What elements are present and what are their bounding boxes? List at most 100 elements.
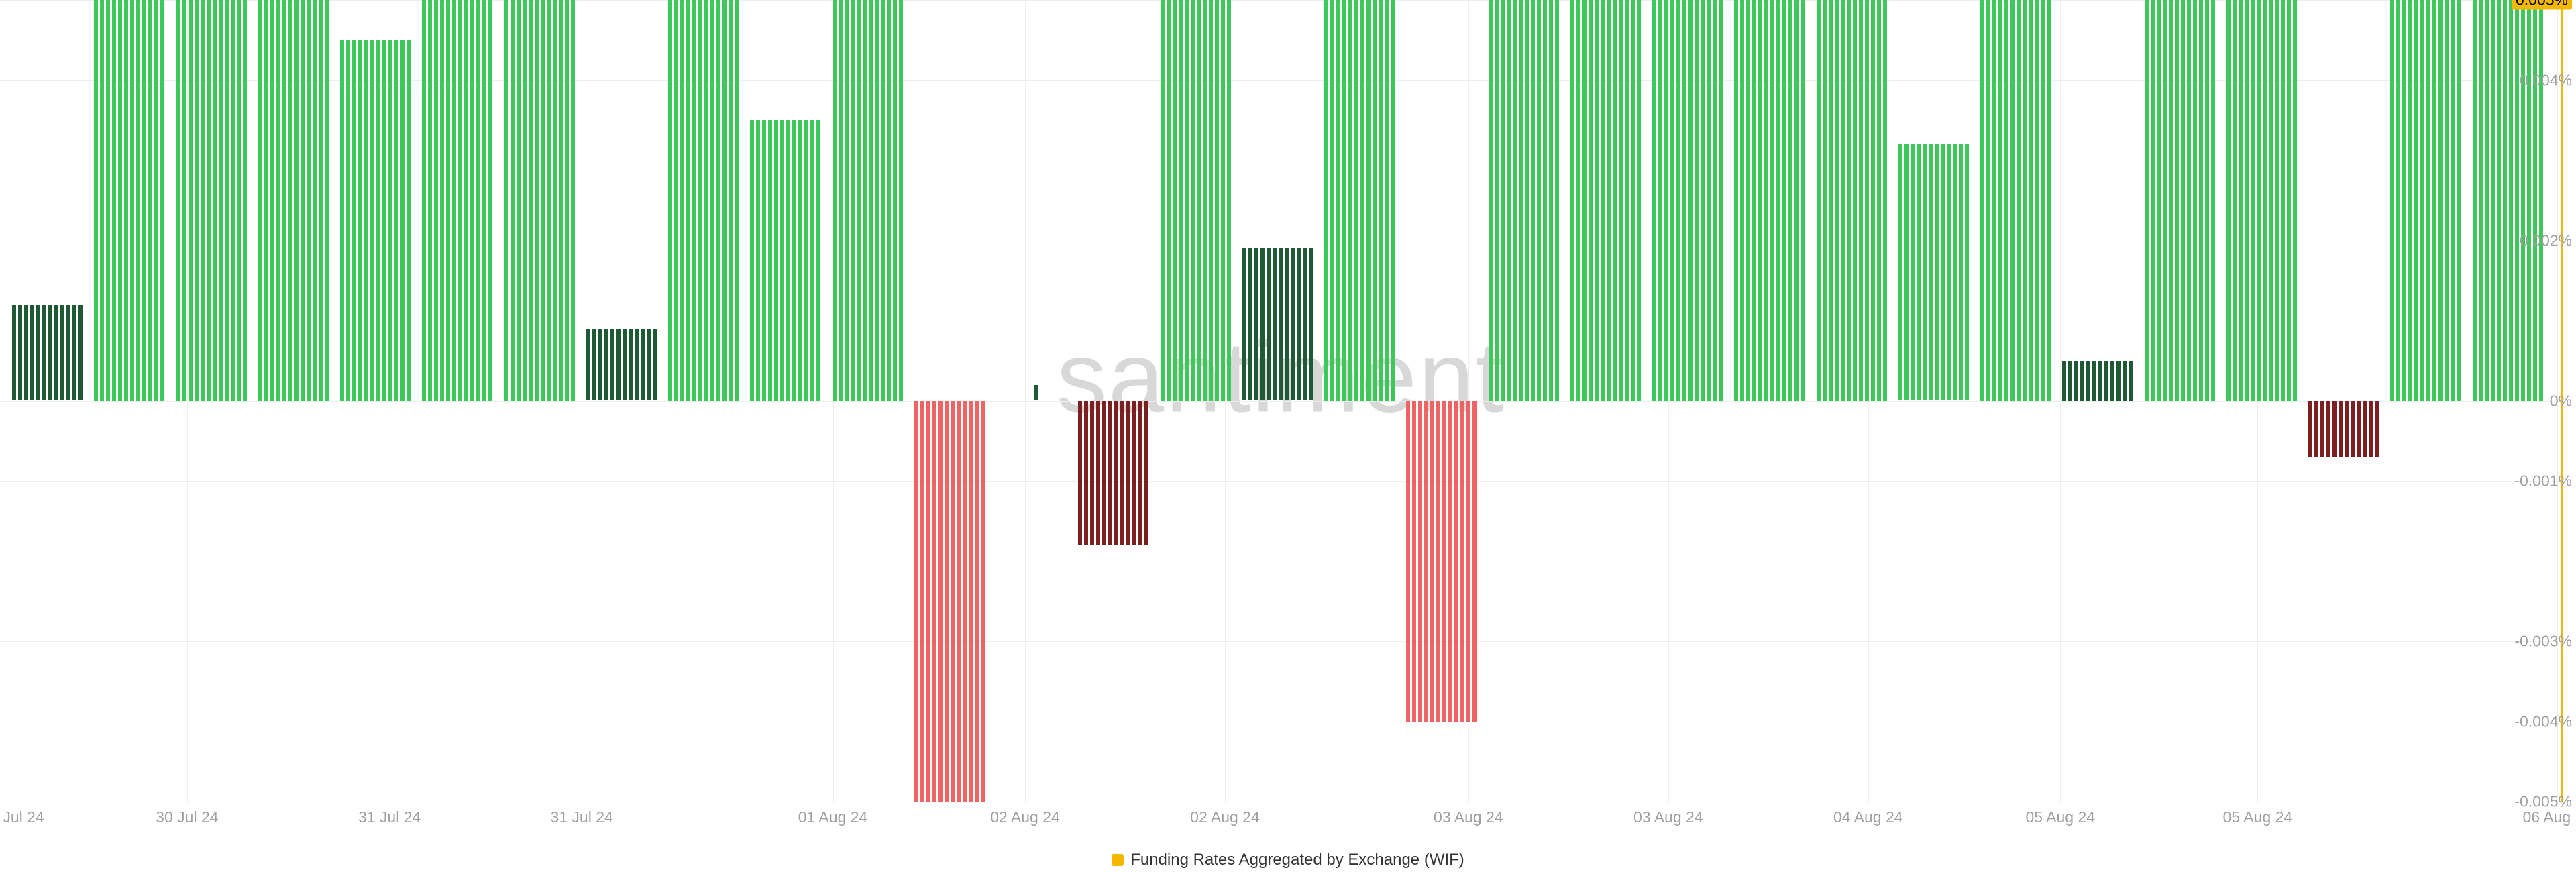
bar [195,0,199,401]
x-axis-label: 03 Aug 24 [1633,808,1703,826]
bar [1764,0,1768,401]
bar [2226,0,2231,401]
bar [1740,0,1744,401]
bar [476,0,480,401]
bar [154,0,158,401]
bar [2287,0,2291,401]
legend-item: Funding Rates Aggregated by Exchange (WI… [1112,851,1464,869]
x-axis-label: 05 Aug 24 [2223,808,2293,826]
bar [704,0,708,401]
bar [130,0,134,401]
bar [1637,0,1641,401]
bar [1992,0,1996,401]
bar [1501,0,1505,401]
bar [2092,361,2096,401]
bar [2169,0,2173,401]
bar [2375,401,2379,457]
bar [2451,0,2455,401]
bar [1342,0,1346,401]
bar [288,0,292,401]
bar [804,120,808,400]
bar [1248,248,1252,400]
bar [623,329,627,401]
bar [2351,401,2355,457]
bar [2457,0,2461,401]
bar [2390,0,2394,401]
bar [2129,361,2133,401]
bar [1273,248,1277,400]
bar [1126,401,1130,545]
bar [1279,248,1283,400]
bar [1489,0,1493,401]
bar [352,40,356,401]
bar [72,305,76,400]
bar [1185,0,1189,401]
bar [1507,0,1511,401]
bar [2408,0,2412,401]
bar [1883,0,1887,401]
bar [1752,0,1756,401]
bar [1096,401,1100,545]
bar [798,120,802,400]
bar [2420,0,2424,401]
bar [523,0,527,401]
bar [1336,0,1340,401]
bar [1373,0,1377,401]
bar [422,0,426,401]
bar [975,401,979,802]
bar [1161,0,1165,401]
bar [945,401,949,802]
bar [1138,401,1142,545]
bar [1379,0,1383,401]
bar [313,0,317,401]
bar [237,0,241,401]
y-axis-label: 0.002% [2520,231,2572,250]
bar [54,305,58,400]
bar [914,401,918,802]
bar [504,0,508,401]
bar [2332,401,2337,457]
bar [963,401,967,802]
bar [488,0,492,401]
bar [2199,0,2203,401]
bar [1430,401,1434,722]
bar [100,0,104,401]
y-axis-label: -0.003% [2514,633,2572,651]
bar [1209,0,1213,401]
bar [160,0,164,401]
bar [547,0,551,401]
bar [774,120,778,400]
bar [1701,0,1705,401]
bar [2205,0,2209,401]
bar [1898,144,1902,400]
bar [2157,0,2161,401]
bar [1713,0,1717,401]
bar [2326,401,2330,457]
bar [2473,0,2477,401]
bar [616,329,621,401]
bar [1601,0,1605,401]
bar [2086,361,2090,401]
bar [142,0,146,401]
bar [1998,0,2002,401]
bar [981,401,985,802]
bar [1348,0,1352,401]
bar [710,0,714,401]
bar [370,40,374,401]
bar [951,401,955,802]
bar [1442,401,1446,722]
x-axis-label: 02 Aug 24 [1190,808,1260,826]
bar [78,305,83,400]
bar [340,40,344,401]
bar [1531,0,1535,401]
bar [1986,0,1990,401]
bar [1670,0,1674,401]
bar [1707,0,1711,401]
bar [2281,0,2285,401]
bar [839,0,843,401]
bar [881,0,885,401]
bar [136,0,140,401]
bar [1525,0,1529,401]
bar [647,329,651,401]
bar [30,305,34,400]
